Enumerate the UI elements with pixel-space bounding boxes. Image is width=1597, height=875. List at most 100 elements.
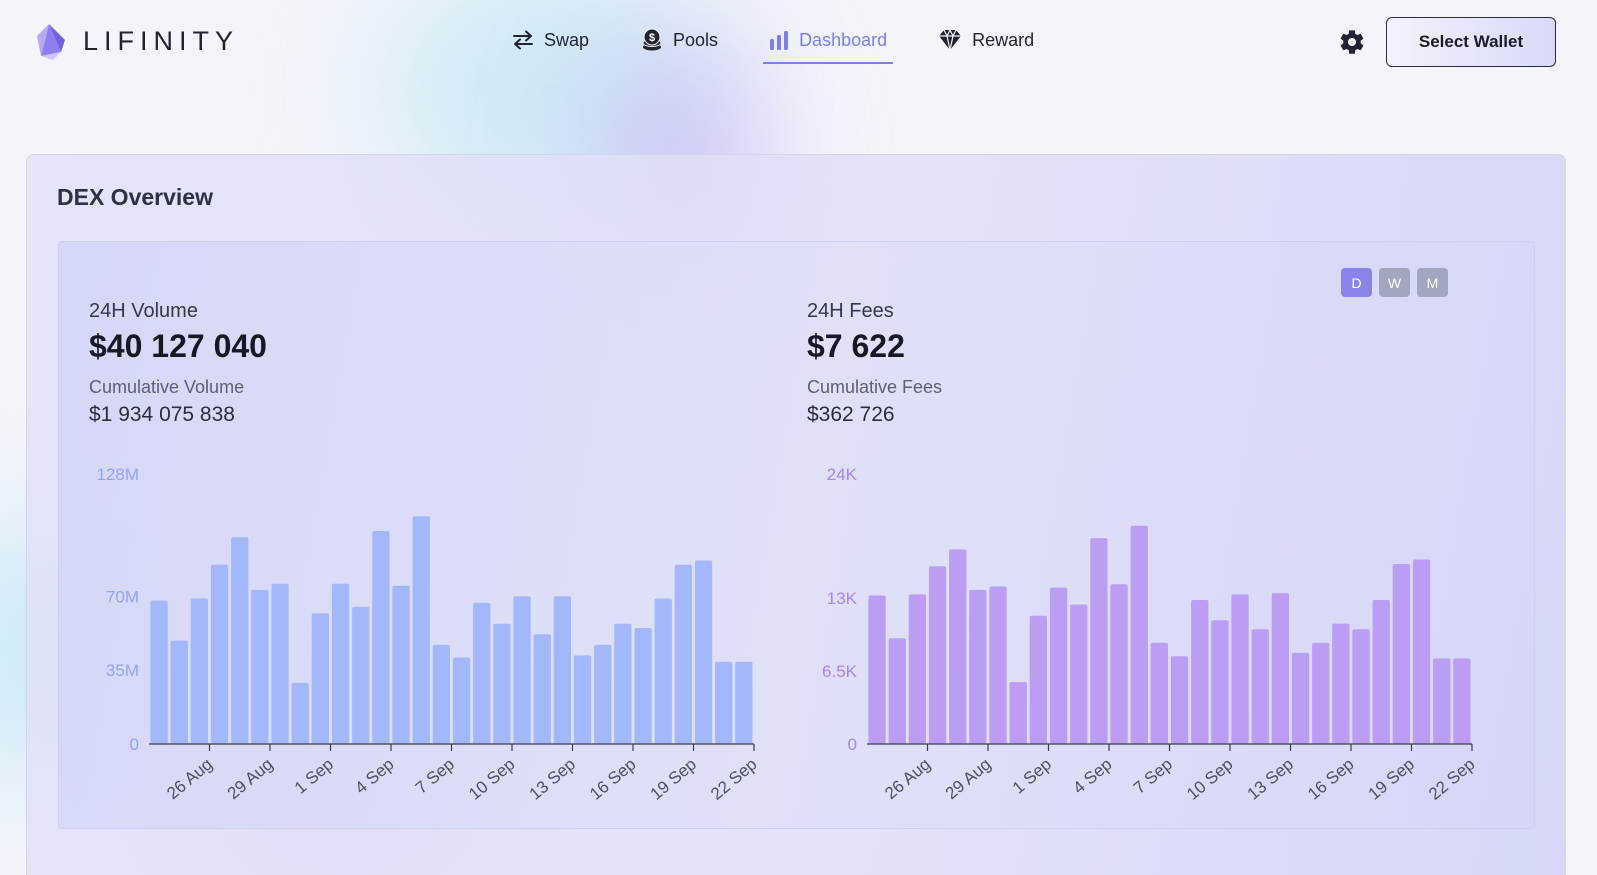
volume-bar[interactable] <box>331 583 350 744</box>
volume-bar[interactable] <box>412 516 430 744</box>
volume-bar[interactable] <box>432 644 450 744</box>
volume-label: 24H Volume <box>89 300 198 322</box>
fees-bar[interactable] <box>1251 629 1269 745</box>
volume-bar[interactable] <box>210 564 229 744</box>
volume-bar[interactable] <box>614 623 632 744</box>
volume-bar[interactable] <box>352 606 370 744</box>
fees-bar[interactable] <box>1453 658 1471 745</box>
volume-y-tick-label: 128M <box>96 465 139 484</box>
fees-bar[interactable] <box>868 595 886 745</box>
volume-bar[interactable] <box>533 634 551 744</box>
brand-name: LIFINITY <box>83 25 240 56</box>
brand-logo[interactable]: LIFINITY <box>35 22 239 60</box>
cumulative-fees-label: Cumulative Fees <box>807 377 943 397</box>
volume-value: $40 127 040 <box>89 328 267 364</box>
fees-x-tick-label: 1 Sep <box>1009 755 1055 798</box>
nav-dashboard[interactable]: Dashboard <box>763 22 894 64</box>
volume-bar[interactable] <box>594 644 612 744</box>
volume-bar[interactable] <box>372 531 390 744</box>
fees-bar[interactable] <box>1191 600 1209 744</box>
volume-bar[interactable] <box>654 598 672 745</box>
fees-bar[interactable] <box>1332 623 1350 744</box>
volume-x-tick-label: 19 Sep <box>647 755 700 804</box>
nav-reward[interactable]: Reward <box>938 22 1034 58</box>
fees-value: $7 622 <box>807 328 905 364</box>
fees-bar[interactable] <box>1170 656 1189 745</box>
volume-bar[interactable] <box>170 640 188 744</box>
fees-bar[interactable] <box>1130 525 1148 744</box>
volume-bar[interactable] <box>694 560 713 745</box>
volume-bar[interactable] <box>473 602 491 744</box>
volume-bar[interactable] <box>674 564 692 744</box>
nav-swap[interactable]: Swap <box>512 22 589 58</box>
volume-bar[interactable] <box>735 661 753 744</box>
volume-x-tick-label: 29 Aug <box>224 755 277 804</box>
fees-bar[interactable] <box>1150 642 1168 745</box>
volume-bar[interactable] <box>392 585 410 744</box>
volume-bar[interactable] <box>311 613 329 744</box>
fees-bar[interactable] <box>1090 538 1108 744</box>
fees-x-tick-label: 13 Sep <box>1244 755 1297 804</box>
dex-overview-card: DEX Overview D W M 24H Volume $40 127 04… <box>26 154 1566 875</box>
volume-bar[interactable] <box>231 537 249 744</box>
volume-bar[interactable] <box>150 600 168 744</box>
bar-chart-icon <box>770 31 789 50</box>
fees-bar[interactable] <box>928 566 947 745</box>
fees-bar[interactable] <box>1271 593 1289 745</box>
fees-bar[interactable] <box>949 549 967 744</box>
volume-x-tick-label: 7 Sep <box>412 755 458 798</box>
volume-bar[interactable] <box>634 628 652 744</box>
svg-text:$: $ <box>649 32 655 44</box>
fees-bar[interactable] <box>1412 559 1431 745</box>
volume-bar-chart: 0 35M 70M 128M 26 Aug 29 Aug 1 Sep 4 Sep 7 Sep 10… <box>96 465 760 804</box>
fees-bar[interactable] <box>1231 594 1249 744</box>
volume-y-tick-label: 0 <box>130 735 139 754</box>
top-nav-bar: LIFINITY Swap $ Pools Dashbo <box>0 0 1597 90</box>
volume-bar[interactable] <box>291 682 309 744</box>
fees-bar[interactable] <box>1312 642 1330 745</box>
fees-bar[interactable] <box>989 586 1007 745</box>
lifinity-logo-icon <box>37 24 65 60</box>
volume-bar[interactable] <box>553 596 571 744</box>
fees-bar[interactable] <box>888 638 906 745</box>
period-selector: D W M <box>1334 268 1448 297</box>
diamond-icon <box>939 29 962 51</box>
gear-icon[interactable] <box>1338 28 1366 56</box>
coins-icon: $ <box>642 28 662 51</box>
volume-bar[interactable] <box>493 623 511 744</box>
fees-bar[interactable] <box>1211 620 1229 745</box>
period-button-d[interactable]: D <box>1341 268 1372 297</box>
volume-bar[interactable] <box>573 655 592 744</box>
fees-bar[interactable] <box>1049 587 1068 744</box>
volume-y-tick-label: 35M <box>106 661 139 680</box>
volume-x-tick-label: 1 Sep <box>291 755 337 798</box>
fees-bar[interactable] <box>1352 629 1370 745</box>
fees-x-tick-label: 7 Sep <box>1130 755 1176 798</box>
fees-bar[interactable] <box>1029 615 1047 745</box>
cumulative-fees-value: $362 726 <box>807 403 895 426</box>
volume-bar[interactable] <box>715 661 733 744</box>
fees-bar[interactable] <box>1433 658 1451 745</box>
volume-bar[interactable] <box>513 596 531 744</box>
fees-x-tick-label: 10 Sep <box>1183 755 1236 804</box>
volume-bar[interactable] <box>271 583 289 744</box>
fees-bar[interactable] <box>1009 682 1027 744</box>
select-wallet-button[interactable]: Select Wallet <box>1386 17 1556 67</box>
period-button-w[interactable]: W <box>1379 268 1410 297</box>
fees-bar[interactable] <box>1291 652 1310 744</box>
volume-bar[interactable] <box>190 598 208 745</box>
fees-bar[interactable] <box>908 594 926 744</box>
fees-bar[interactable] <box>1392 564 1410 744</box>
fees-y-tick-label: 6.5K <box>822 662 858 681</box>
fees-bar[interactable] <box>969 589 987 744</box>
volume-bar[interactable] <box>452 657 471 745</box>
period-button-m[interactable]: M <box>1417 268 1448 297</box>
fees-y-tick-label: 24K <box>827 465 858 484</box>
nav-pools[interactable]: $ Pools <box>641 22 718 58</box>
fees-bar[interactable] <box>1372 600 1390 744</box>
volume-bar[interactable] <box>251 590 269 744</box>
fees-bar[interactable] <box>1110 584 1128 745</box>
card-title: DEX Overview <box>57 184 213 210</box>
fees-bar[interactable] <box>1070 604 1088 745</box>
cumulative-volume-value: $1 934 075 838 <box>89 403 235 426</box>
